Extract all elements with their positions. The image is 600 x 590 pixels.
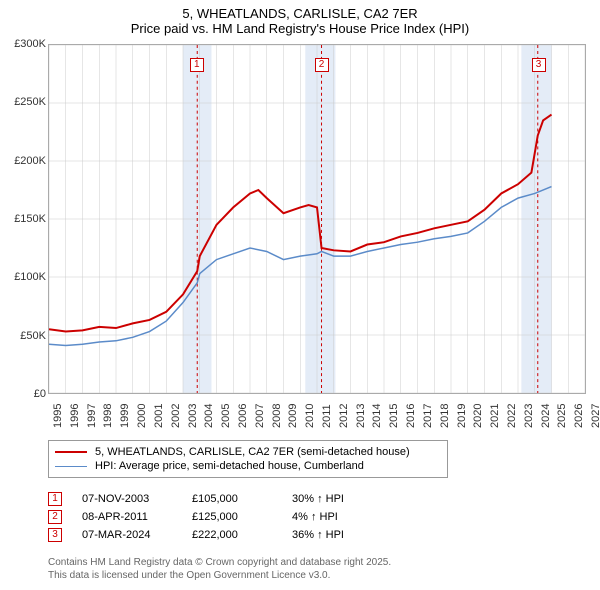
x-tick-label: 2023 (523, 404, 535, 428)
x-tick-label: 2013 (355, 404, 367, 428)
tx-pct: 36% ↑ HPI (292, 529, 412, 541)
x-tick-label: 2015 (388, 404, 400, 428)
x-tick-label: 2025 (556, 404, 568, 428)
legend-item: 5, WHEATLANDS, CARLISLE, CA2 7ER (semi-d… (55, 445, 441, 459)
marker-label: 2 (315, 58, 329, 72)
x-tick-label: 2006 (237, 404, 249, 428)
tx-pct: 30% ↑ HPI (292, 493, 412, 505)
tx-marker: 3 (48, 528, 62, 542)
x-tick-label: 2005 (220, 404, 232, 428)
tx-price: £105,000 (192, 493, 292, 505)
marker-label: 3 (532, 58, 546, 72)
x-tick-label: 2003 (187, 404, 199, 428)
x-tick-label: 2021 (489, 404, 501, 428)
x-tick-label: 2027 (590, 404, 600, 428)
legend-label: HPI: Average price, semi-detached house,… (95, 460, 364, 472)
x-tick-label: 2010 (304, 404, 316, 428)
transaction-table: 1 07-NOV-2003£105,00030% ↑ HPI 2 08-APR-201… (48, 490, 448, 544)
title-line2: Price paid vs. HM Land Registry's House … (0, 21, 600, 36)
footer-line2: This data is licensed under the Open Gov… (48, 569, 391, 582)
x-tick-label: 1998 (102, 404, 114, 428)
tx-date: 08-APR-2011 (82, 511, 192, 523)
tx-date: 07-MAR-2024 (82, 529, 192, 541)
x-tick-label: 2022 (506, 404, 518, 428)
x-tick-label: 2017 (422, 404, 434, 428)
tx-marker: 1 (48, 492, 62, 506)
x-tick-label: 1999 (119, 404, 131, 428)
tx-price: £125,000 (192, 511, 292, 523)
transaction-row: 3 07-MAR-2024£222,00036% ↑ HPI (48, 526, 448, 544)
x-tick-label: 2012 (338, 404, 350, 428)
x-tick-label: 2018 (439, 404, 451, 428)
title-block: 5, WHEATLANDS, CARLISLE, CA2 7ER Price p… (0, 0, 600, 38)
x-tick-label: 2009 (287, 404, 299, 428)
chart-container: 5, WHEATLANDS, CARLISLE, CA2 7ER Price p… (0, 0, 600, 590)
footer-line1: Contains HM Land Registry data © Crown c… (48, 556, 391, 569)
x-tick-label: 2011 (321, 404, 333, 428)
y-tick-label: £250K (14, 96, 46, 108)
x-tick-label: 2002 (170, 404, 182, 428)
legend-label: 5, WHEATLANDS, CARLISLE, CA2 7ER (semi-d… (95, 446, 410, 458)
x-tick-label: 2001 (153, 404, 165, 428)
legend-swatch (55, 451, 87, 453)
y-tick-label: £50K (20, 330, 46, 342)
x-tick-label: 2026 (573, 404, 585, 428)
tx-date: 07-NOV-2003 (82, 493, 192, 505)
legend-swatch (55, 466, 87, 467)
tx-marker: 2 (48, 510, 62, 524)
y-tick-label: £0 (34, 388, 46, 400)
transaction-row: 2 08-APR-2011£125,0004% ↑ HPI (48, 508, 448, 526)
marker-label: 1 (190, 58, 204, 72)
y-tick-label: £150K (14, 213, 46, 225)
plot-area (48, 44, 586, 394)
x-tick-label: 2019 (456, 404, 468, 428)
legend: 5, WHEATLANDS, CARLISLE, CA2 7ER (semi-d… (48, 440, 448, 478)
x-tick-label: 1995 (52, 404, 64, 428)
x-tick-label: 1996 (69, 404, 81, 428)
x-tick-label: 2024 (540, 404, 552, 428)
title-line1: 5, WHEATLANDS, CARLISLE, CA2 7ER (0, 6, 600, 21)
tx-pct: 4% ↑ HPI (292, 511, 412, 523)
x-tick-label: 2014 (371, 404, 383, 428)
y-tick-label: £200K (14, 155, 46, 167)
x-tick-label: 1997 (86, 404, 98, 428)
transaction-row: 1 07-NOV-2003£105,00030% ↑ HPI (48, 490, 448, 508)
x-tick-label: 2016 (405, 404, 417, 428)
x-tick-label: 2004 (203, 404, 215, 428)
legend-item: HPI: Average price, semi-detached house,… (55, 459, 441, 473)
tx-price: £222,000 (192, 529, 292, 541)
x-tick-label: 2007 (254, 404, 266, 428)
x-tick-label: 2008 (271, 404, 283, 428)
y-tick-label: £300K (14, 38, 46, 50)
chart-svg (49, 45, 585, 393)
x-tick-label: 2000 (136, 404, 148, 428)
y-tick-label: £100K (14, 271, 46, 283)
x-tick-label: 2020 (472, 404, 484, 428)
footer: Contains HM Land Registry data © Crown c… (48, 556, 391, 582)
